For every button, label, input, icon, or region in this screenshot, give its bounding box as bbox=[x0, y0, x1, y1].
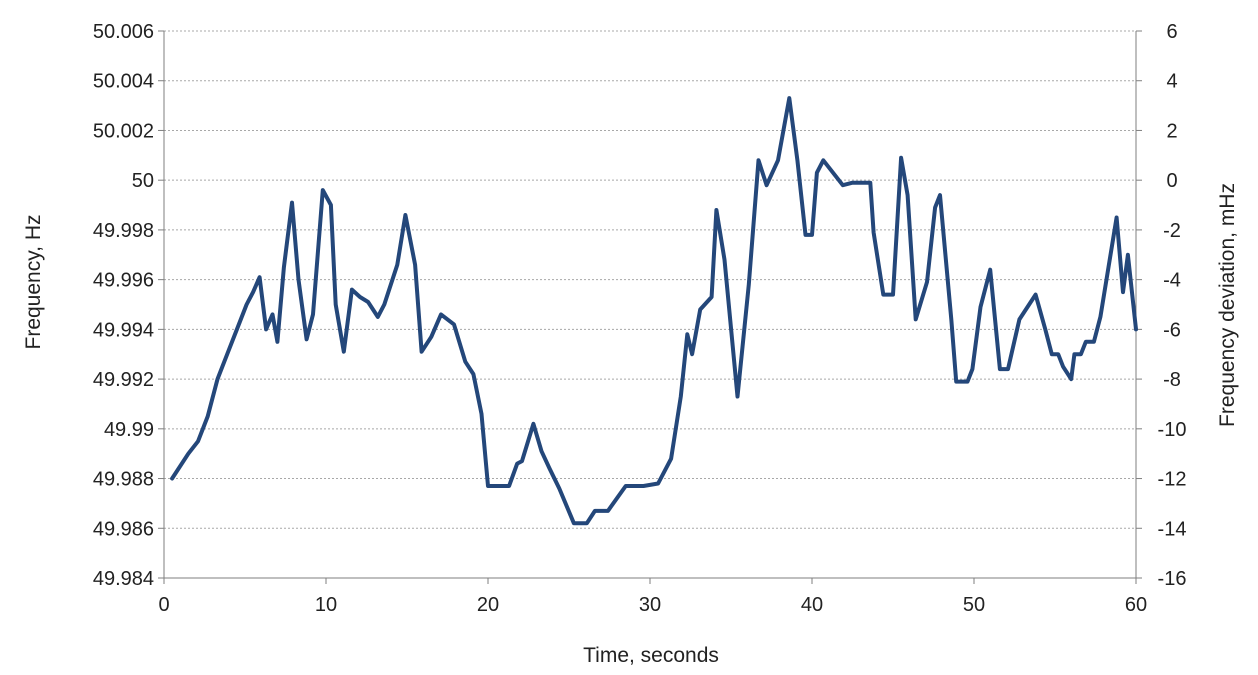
right-tick-label: 0 bbox=[1166, 170, 1177, 192]
left-tick-label: 50.006 bbox=[93, 21, 154, 43]
right-tick-label: -12 bbox=[1158, 469, 1187, 491]
axes bbox=[158, 30, 1142, 584]
bottom-tick-labels: 0 10 20 30 40 50 60 bbox=[158, 594, 1147, 616]
right-tick-label: -2 bbox=[1163, 220, 1181, 242]
right-tick-label: -4 bbox=[1163, 270, 1181, 292]
left-tick-label: 49.996 bbox=[93, 270, 154, 292]
bottom-tick-label: 40 bbox=[801, 594, 823, 616]
right-tick-labels: -16 -14 -12 -10 -8 -6 -4 -2 0 2 4 6 bbox=[1158, 21, 1187, 590]
left-tick-label: 49.99 bbox=[104, 419, 154, 441]
bottom-tick-label: 20 bbox=[477, 594, 499, 616]
left-tick-label: 49.994 bbox=[93, 319, 154, 341]
left-tick-label: 49.988 bbox=[93, 469, 154, 491]
right-tick-label: 2 bbox=[1166, 120, 1177, 142]
y-axis-title: Frequency, Hz bbox=[22, 215, 45, 350]
left-tick-label: 49.998 bbox=[93, 220, 154, 242]
right-tick-label: 4 bbox=[1166, 71, 1177, 93]
bottom-tick-label: 60 bbox=[1125, 594, 1147, 616]
right-tick-label: -16 bbox=[1158, 568, 1187, 590]
left-tick-label: 49.986 bbox=[93, 518, 154, 540]
right-tick-label: -14 bbox=[1158, 518, 1187, 540]
y2-axis-title: Frequency deviation, mHz bbox=[1216, 183, 1239, 427]
left-tick-label: 49.992 bbox=[93, 369, 154, 391]
left-tick-label: 50.004 bbox=[93, 71, 154, 93]
left-tick-labels: 49.984 49.986 49.988 49.99 49.992 49.994 49.99… bbox=[93, 21, 154, 590]
frequency-series-line bbox=[170, 96, 1138, 526]
bottom-tick-label: 50 bbox=[963, 594, 985, 616]
bottom-tick-label: 10 bbox=[315, 594, 337, 616]
right-tick-label: -8 bbox=[1163, 369, 1181, 391]
bottom-tick-label: 30 bbox=[639, 594, 661, 616]
right-tick-label: -10 bbox=[1158, 419, 1187, 441]
left-tick-label: 50 bbox=[132, 170, 154, 192]
x-axis-title: Time, seconds bbox=[583, 644, 719, 667]
left-tick-label: 49.984 bbox=[93, 568, 154, 590]
gridlines bbox=[164, 30, 1136, 529]
right-tick-label: -6 bbox=[1163, 319, 1181, 341]
left-tick-label: 50.002 bbox=[93, 120, 154, 142]
bottom-tick-label: 0 bbox=[158, 594, 169, 616]
right-tick-label: 6 bbox=[1166, 21, 1177, 43]
